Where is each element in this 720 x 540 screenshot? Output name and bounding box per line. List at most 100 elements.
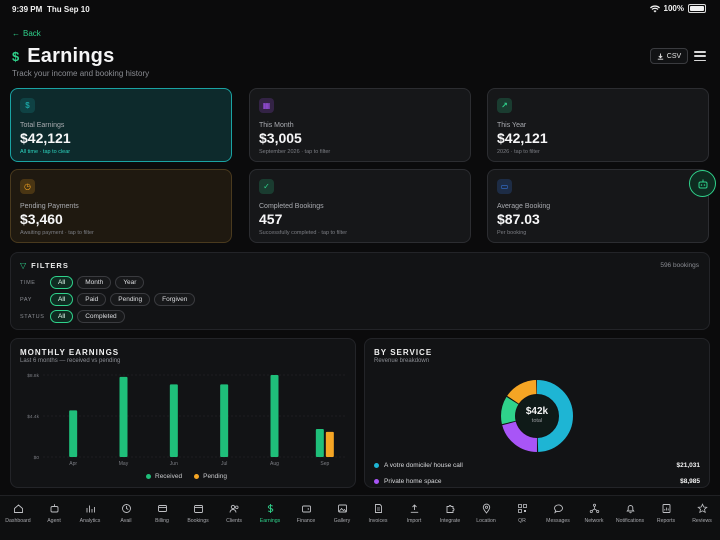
- x-tick-label: Aug: [270, 461, 279, 467]
- filter-chip-month[interactable]: Month: [77, 276, 112, 289]
- tab-reports[interactable]: Reports: [648, 496, 684, 540]
- filter-chip-all[interactable]: All: [50, 293, 74, 306]
- tab-billing[interactable]: Billing: [144, 496, 180, 540]
- image-icon: [337, 504, 347, 513]
- battery-icon: [688, 4, 706, 13]
- stat-value: $3,460: [20, 211, 63, 227]
- tab-network[interactable]: Network: [576, 496, 612, 540]
- stat-label: Average Booking: [497, 203, 551, 210]
- pin-icon: [482, 503, 490, 514]
- funnel-icon: ▽: [20, 261, 28, 270]
- by-service-panel: BY SERVICE Revenue breakdown $42k total …: [364, 338, 710, 488]
- filter-chip-pending[interactable]: Pending: [110, 293, 151, 306]
- stat-card[interactable]: ✓ Completed Bookings 457 Successfully compl…: [249, 169, 471, 243]
- donut-slice[interactable]: [501, 380, 573, 452]
- status-bar: 9:39 PM Thu Sep 10 100%: [0, 0, 720, 18]
- tab-analytics[interactable]: Analytics: [72, 496, 108, 540]
- tab-qr[interactable]: QR: [504, 496, 540, 540]
- home-icon: [13, 504, 23, 513]
- filter-label: PAY: [20, 296, 32, 303]
- service-color-dot: [374, 463, 379, 468]
- status-date: Thu Sep 10: [47, 5, 90, 14]
- tab-label: Analytics: [79, 518, 101, 524]
- x-tick-label: Sep: [320, 461, 329, 467]
- donut-total-label: total: [531, 418, 543, 424]
- filter-chip-all[interactable]: All: [50, 310, 74, 323]
- card-icon: ▭: [497, 179, 512, 194]
- x-tick-label: May: [119, 461, 129, 467]
- bar-received-aug[interactable]: [270, 375, 279, 457]
- stat-card[interactable]: ↗ This Year $42,121 2026 · tap to filter: [487, 88, 709, 162]
- tab-label: Agent: [47, 518, 61, 524]
- export-csv-button[interactable]: CSV: [650, 48, 688, 64]
- service-row[interactable]: Private home space $8,985: [374, 478, 700, 485]
- stat-card[interactable]: ◷ Pending Payments $3,460 Awaiting payment …: [10, 169, 232, 243]
- legend-dot: [194, 474, 200, 479]
- assistant-robot-button[interactable]: [689, 170, 716, 197]
- filter-chip-paid[interactable]: Paid: [77, 293, 107, 306]
- y-tick-label: $4.4k: [27, 414, 39, 420]
- x-tick-label: Jun: [170, 461, 178, 467]
- service-row[interactable]: A votre domicile/ house call $21,031: [374, 462, 700, 469]
- filters-title: ▽ FILTERS: [20, 261, 69, 270]
- tab-location[interactable]: Location: [468, 496, 504, 540]
- filter-chip-completed[interactable]: Completed: [77, 310, 125, 323]
- tab-label: Finance: [296, 518, 316, 524]
- filter-chip-all[interactable]: All: [50, 276, 74, 289]
- tab-clients[interactable]: Clients: [216, 496, 252, 540]
- arrow-left-icon: ←: [12, 29, 20, 38]
- legend-item: Received: [146, 473, 182, 480]
- bookings-count: 596 bookings: [660, 262, 699, 269]
- bar-pending-sep[interactable]: [325, 431, 334, 457]
- tab-bookings[interactable]: Bookings: [180, 496, 216, 540]
- check-circle-icon: ✓: [259, 179, 274, 194]
- stat-hint: September 2026 · tap to filter: [259, 149, 331, 155]
- bar-received-jul[interactable]: [220, 384, 229, 457]
- donut-slice[interactable]: [501, 380, 573, 452]
- tab-integrate[interactable]: Integrate: [432, 496, 468, 540]
- filter-row-time: TIME All Month Year: [20, 276, 148, 289]
- dollar-icon: [267, 504, 273, 513]
- robot-icon: [50, 504, 58, 513]
- stat-label: This Month: [259, 122, 294, 129]
- chat-icon: [553, 504, 563, 514]
- bar-received-sep[interactable]: [315, 429, 324, 457]
- stat-card[interactable]: $ Total Earnings $42,121 All time · tap to …: [10, 88, 232, 162]
- stat-value: $42,121: [497, 130, 548, 146]
- tab-earnings[interactable]: Earnings: [252, 496, 288, 540]
- tab-agent[interactable]: Agent: [36, 496, 72, 540]
- stat-hint: 2026 · tap to filter: [497, 149, 540, 155]
- filter-chip-forgiven[interactable]: Forgiven: [154, 293, 196, 306]
- tab-finance[interactable]: Finance: [288, 496, 324, 540]
- legend-label: Received: [155, 473, 183, 480]
- bar-received-jun[interactable]: [169, 384, 178, 457]
- bottom-tab-bar: Dashboard Agent Analytics Avail Billing Booki…: [0, 495, 720, 540]
- service-amount: $21,031: [676, 462, 701, 469]
- bar-received-apr[interactable]: [69, 410, 78, 457]
- tab-notifications[interactable]: Notifications: [612, 496, 648, 540]
- donut-hole: [516, 395, 558, 437]
- tab-avail[interactable]: Avail: [108, 496, 144, 540]
- tab-gallery[interactable]: Gallery: [324, 496, 360, 540]
- tab-invoices[interactable]: Invoices: [360, 496, 396, 540]
- bar-received-may[interactable]: [119, 376, 128, 457]
- tab-label: QR: [518, 518, 526, 524]
- tab-reviews[interactable]: Reviews: [684, 496, 720, 540]
- report-icon: [662, 504, 670, 513]
- filters-title-text: FILTERS: [31, 261, 69, 270]
- tab-messages[interactable]: Messages: [540, 496, 576, 540]
- tab-label: Billing: [155, 518, 169, 524]
- stat-card[interactable]: ▭ Average Booking $87.03 Per booking: [487, 169, 709, 243]
- tab-dashboard[interactable]: Dashboard: [0, 496, 36, 540]
- filter-chip-year[interactable]: Year: [115, 276, 145, 289]
- upload-icon: [410, 504, 418, 513]
- stat-card[interactable]: ▦ This Month $3,005 September 2026 · tap to…: [249, 88, 471, 162]
- tab-label: Messages: [546, 518, 570, 524]
- trend-up-icon: ↗: [497, 98, 512, 113]
- stat-value: $42,121: [20, 130, 71, 146]
- hamburger-menu-icon[interactable]: [694, 51, 706, 61]
- tab-import[interactable]: Import: [396, 496, 432, 540]
- filter-label: TIME: [20, 279, 36, 286]
- filters-panel: ▽ FILTERS 596 bookings TIME All Month Year P…: [10, 252, 710, 330]
- back-button[interactable]: ← Back: [12, 29, 41, 38]
